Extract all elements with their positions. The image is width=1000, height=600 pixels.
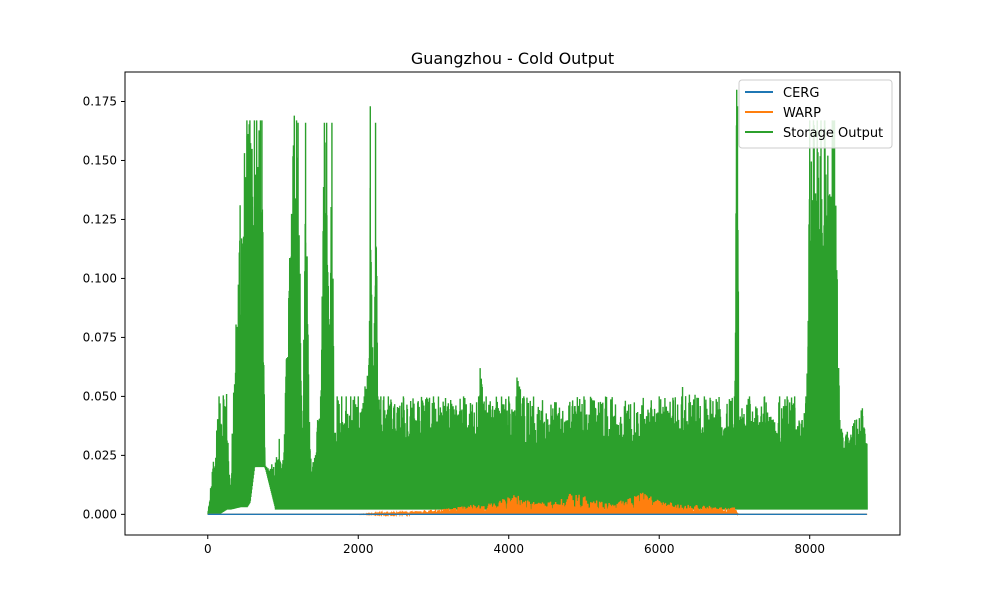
y-tick-label: 0.025 — [83, 448, 117, 462]
axes-frame — [124, 71, 901, 536]
legend-entry: WARP — [783, 106, 821, 121]
y-tick-label: 0.175 — [83, 94, 117, 108]
y-tick-label: 0.000 — [83, 507, 117, 521]
series-storage-output-line — [207, 89, 868, 516]
legend-box — [738, 79, 893, 149]
x-tick-label: 8000 — [794, 542, 825, 556]
y-tick-label: 0.075 — [83, 330, 117, 344]
plot-content — [207, 89, 868, 518]
y-tick-label: 0.150 — [83, 153, 117, 167]
legend-entry: Storage Output — [783, 126, 883, 141]
y-tick-label: 0.100 — [83, 271, 117, 285]
x-tick-label: 2000 — [343, 542, 374, 556]
x-tick-label: 6000 — [644, 542, 675, 556]
x-tick-label: 4000 — [493, 542, 524, 556]
y-tick-label: 0.050 — [83, 389, 117, 403]
y-axis: 0.000 0.025 0.050 0.075 0.100 0.125 0.150 0.175 — [83, 94, 125, 521]
legend: CERG WARP Storage Output — [738, 79, 893, 149]
x-axis: 0 2000 4000 6000 8000 — [204, 535, 825, 556]
y-tick-label: 0.125 — [83, 212, 117, 226]
x-tick-label: 0 — [204, 542, 212, 556]
chart-title: Guangzhou - Cold Output — [411, 49, 614, 68]
legend-entry: CERG — [783, 86, 819, 101]
